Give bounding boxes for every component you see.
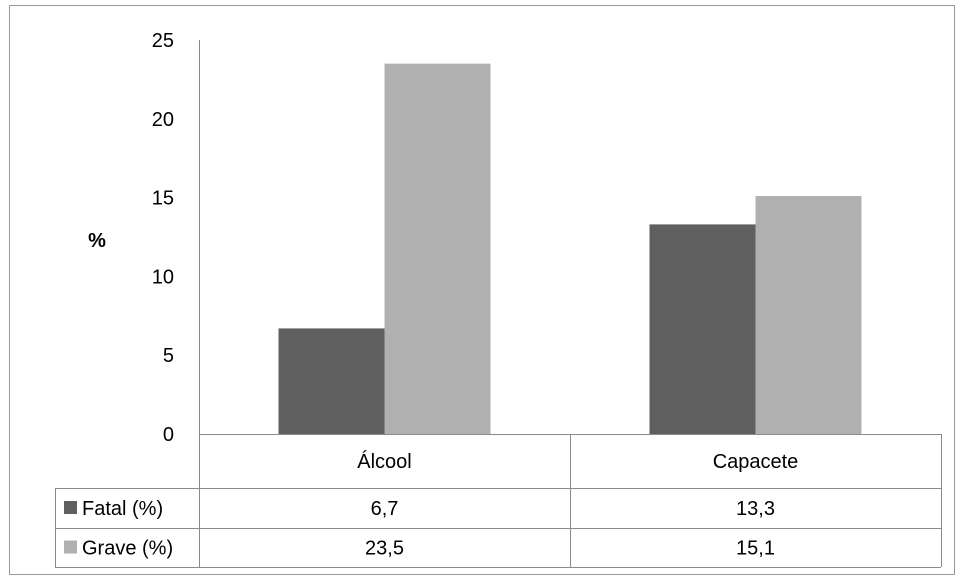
plot-area [278, 63, 862, 434]
y-tick-label: 25 [152, 30, 174, 52]
y-tick-label: 0 [163, 424, 174, 446]
data-table: Álcool Capacete Fatal (%) 6,7 13,3 Grave (%) 2… [55, 434, 942, 568]
table-value: 23,5 [365, 538, 404, 560]
y-tick-label: 10 [152, 266, 174, 288]
bar-grave-0 [384, 63, 491, 434]
series-name: Grave (%) [82, 538, 173, 560]
table-value: 13,3 [736, 498, 775, 520]
series-name: Fatal (%) [82, 498, 163, 520]
category-label: Capacete [713, 451, 799, 473]
bar-grave-1 [755, 196, 862, 434]
bar-fatal-1 [649, 224, 756, 434]
y-tick-label: 20 [152, 109, 174, 131]
legend-swatch [64, 540, 77, 554]
y-axis-label: % [88, 230, 106, 252]
legend-swatch [64, 501, 77, 514]
bar-fatal-0 [278, 328, 385, 434]
y-tick-label: 5 [163, 345, 174, 367]
y-tick-label: 15 [152, 188, 174, 210]
category-label: Álcool [357, 450, 411, 473]
table-value: 15,1 [736, 538, 775, 560]
table-value: 6,7 [371, 498, 399, 520]
y-axis-ticks: 0 5 10 15 20 25 [152, 30, 174, 446]
